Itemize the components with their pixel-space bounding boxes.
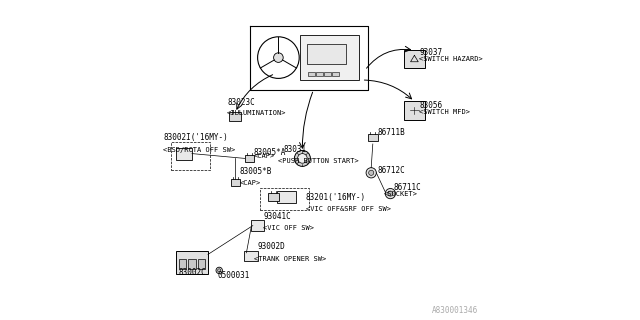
Circle shape bbox=[216, 267, 223, 274]
Text: 86712C: 86712C bbox=[378, 166, 405, 175]
Text: <CAP>: <CAP> bbox=[239, 180, 260, 186]
Text: <VIC OFF SW>: <VIC OFF SW> bbox=[264, 225, 314, 231]
Text: <PUSH BUTTON START>: <PUSH BUTTON START> bbox=[278, 158, 359, 164]
FancyBboxPatch shape bbox=[277, 191, 296, 203]
FancyBboxPatch shape bbox=[231, 179, 239, 186]
Text: 83031: 83031 bbox=[283, 145, 307, 154]
Text: 83002I('16MY-): 83002I('16MY-) bbox=[163, 133, 228, 142]
FancyBboxPatch shape bbox=[245, 155, 254, 162]
Circle shape bbox=[369, 170, 374, 175]
FancyBboxPatch shape bbox=[308, 72, 315, 76]
Text: 83201('16MY-): 83201('16MY-) bbox=[306, 193, 365, 202]
Text: A830001346: A830001346 bbox=[432, 306, 479, 315]
Text: 93002D: 93002D bbox=[258, 242, 285, 251]
Circle shape bbox=[294, 150, 310, 166]
Text: <ILLUMINATION>: <ILLUMINATION> bbox=[227, 110, 287, 116]
FancyBboxPatch shape bbox=[269, 193, 279, 201]
Circle shape bbox=[218, 269, 221, 272]
Text: <SWITCH MFD>: <SWITCH MFD> bbox=[419, 109, 470, 115]
Text: 93037: 93037 bbox=[419, 48, 442, 57]
FancyBboxPatch shape bbox=[244, 251, 258, 261]
Circle shape bbox=[366, 168, 376, 178]
FancyBboxPatch shape bbox=[175, 251, 209, 274]
FancyBboxPatch shape bbox=[367, 134, 378, 141]
FancyBboxPatch shape bbox=[324, 72, 331, 76]
FancyBboxPatch shape bbox=[404, 101, 425, 120]
FancyBboxPatch shape bbox=[333, 72, 339, 76]
Text: <BSD/RCTA OFF SW>: <BSD/RCTA OFF SW> bbox=[163, 147, 236, 153]
FancyBboxPatch shape bbox=[198, 259, 205, 269]
Text: 86711B: 86711B bbox=[378, 128, 405, 137]
Text: 0500031: 0500031 bbox=[218, 271, 250, 280]
Text: 83056: 83056 bbox=[419, 101, 442, 110]
Text: 83005*A: 83005*A bbox=[253, 148, 286, 156]
FancyBboxPatch shape bbox=[307, 44, 346, 64]
Text: 83002C: 83002C bbox=[179, 268, 206, 277]
Circle shape bbox=[298, 154, 307, 163]
Circle shape bbox=[385, 188, 396, 199]
Text: 83023C: 83023C bbox=[227, 98, 255, 107]
FancyBboxPatch shape bbox=[229, 113, 241, 121]
FancyBboxPatch shape bbox=[251, 220, 264, 231]
Text: <SWITCH HAZARD>: <SWITCH HAZARD> bbox=[419, 56, 483, 62]
Text: <TRANK OPENER SW>: <TRANK OPENER SW> bbox=[254, 256, 326, 262]
FancyBboxPatch shape bbox=[317, 72, 323, 76]
FancyBboxPatch shape bbox=[189, 259, 196, 269]
Circle shape bbox=[273, 53, 283, 62]
FancyBboxPatch shape bbox=[179, 259, 186, 269]
Text: 93041C: 93041C bbox=[264, 212, 291, 221]
Text: <SOCKET>: <SOCKET> bbox=[384, 191, 418, 196]
Circle shape bbox=[388, 191, 393, 196]
Text: 83005*B: 83005*B bbox=[239, 167, 272, 176]
FancyBboxPatch shape bbox=[404, 50, 425, 68]
Text: <CAP>: <CAP> bbox=[253, 153, 275, 159]
FancyBboxPatch shape bbox=[177, 148, 191, 160]
FancyBboxPatch shape bbox=[301, 35, 359, 80]
Text: 86711C: 86711C bbox=[394, 183, 421, 192]
Text: <VIC OFF&SRF OFF SW>: <VIC OFF&SRF OFF SW> bbox=[306, 206, 390, 212]
